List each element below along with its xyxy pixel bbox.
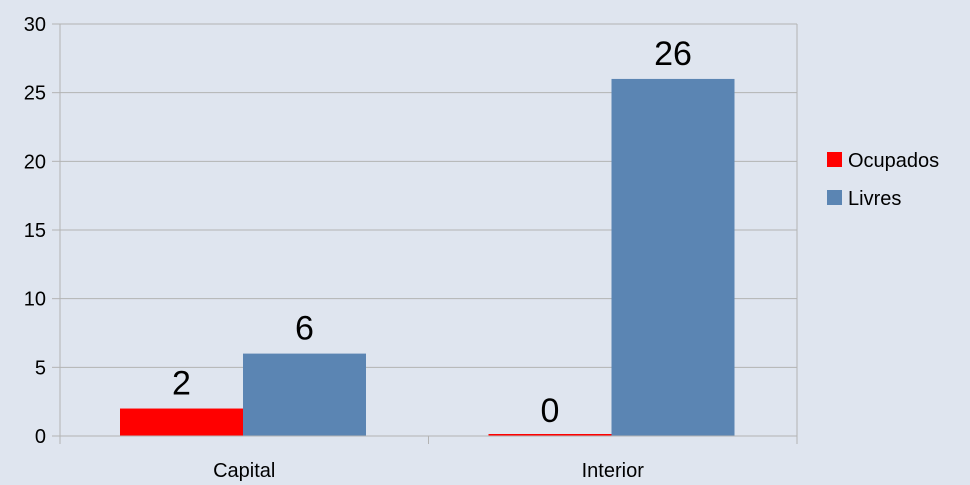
grid-lines — [60, 23, 797, 437]
axes — [52, 23, 798, 444]
legend: Ocupados Livres — [827, 150, 939, 210]
y-tick-label: 0 — [35, 426, 46, 448]
legend-label-livres: Livres — [848, 188, 901, 210]
y-tick-label: 25 — [24, 83, 46, 105]
bar-ocupados-capital — [120, 408, 243, 436]
bars — [52, 78, 797, 437]
y-tick-label: 5 — [35, 357, 46, 379]
legend-swatch-ocupados — [827, 152, 842, 167]
y-axis-tick-labels: 0 5 10 15 20 25 30 — [24, 14, 46, 448]
data-label-livres-interior: 26 — [654, 35, 692, 73]
data-label-ocupados-interior: 0 — [541, 392, 560, 430]
bar-livres-capital — [243, 353, 366, 436]
legend-label-ocupados: Ocupados — [848, 150, 939, 172]
bar-ocupados-interior — [488, 434, 612, 436]
x-axis-category-labels: Capital Interior — [213, 460, 644, 482]
bar-livres-interior — [611, 78, 735, 436]
data-label-ocupados-capital: 2 — [172, 365, 191, 403]
y-tick-label: 10 — [24, 289, 46, 311]
y-tick-label: 20 — [24, 151, 46, 173]
data-label-livres-capital: 6 — [295, 310, 314, 348]
y-tick-label: 30 — [24, 14, 46, 36]
legend-swatch-livres — [827, 190, 842, 205]
category-label-capital: Capital — [213, 460, 275, 482]
category-label-interior: Interior — [582, 460, 645, 482]
y-tick-label: 15 — [24, 220, 46, 242]
